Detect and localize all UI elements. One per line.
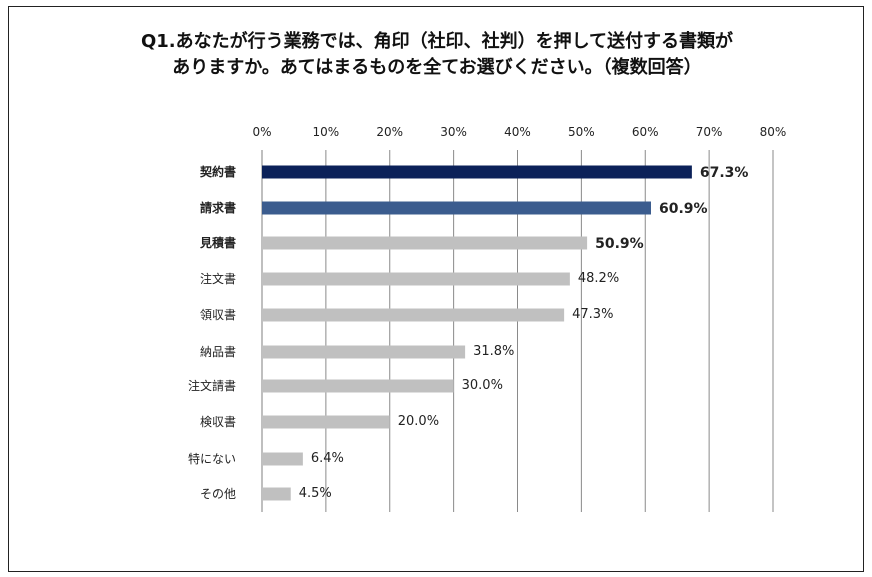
x-tick-label: 20% [376, 125, 403, 139]
value-label: 47.3% [572, 307, 613, 322]
category-label: 契約書 [199, 164, 236, 179]
value-label: 30.0% [462, 378, 503, 393]
chart-title-line-2: ありますか。あてはまるものを全てお選びください。（複数回答） [172, 57, 702, 78]
bar [262, 201, 651, 215]
x-tick-label: 10% [313, 125, 340, 139]
bar [262, 308, 565, 322]
category-label: 検収書 [200, 415, 236, 429]
bar [262, 452, 303, 466]
category-label: 見積書 [199, 235, 236, 250]
x-tick-label: 80% [760, 125, 787, 139]
category-label: 請求書 [200, 200, 236, 215]
bar [262, 272, 570, 286]
bar [262, 487, 291, 501]
x-tick-label: 30% [440, 125, 467, 139]
value-label: 6.4% [311, 451, 344, 466]
value-label: 60.9% [659, 201, 708, 217]
bar [262, 236, 588, 250]
category-label: 納品書 [200, 345, 236, 359]
bar [262, 415, 390, 429]
bar [262, 345, 466, 359]
value-label: 67.3% [700, 165, 749, 181]
value-label: 31.8% [473, 344, 514, 359]
chart-title: Q1.あなたが行う業務では、角印（社印、社判）を押して送付する書類が ありますか… [9, 29, 865, 81]
chart-title-line-1: Q1.あなたが行う業務では、角印（社印、社判）を押して送付する書類が [140, 31, 734, 52]
bar [262, 165, 692, 179]
value-label: 20.0% [398, 414, 439, 429]
bar [262, 379, 454, 393]
category-label: その他 [200, 487, 236, 501]
category-label: 注文請書 [188, 378, 236, 393]
value-label: 4.5% [299, 486, 332, 501]
x-tick-label: 60% [632, 125, 659, 139]
chart-frame: Q1.あなたが行う業務では、角印（社印、社判）を押して送付する書類が ありますか… [8, 6, 864, 572]
category-label: 領収書 [200, 307, 236, 322]
x-tick-label: 50% [568, 125, 595, 139]
x-tick-label: 40% [504, 125, 531, 139]
value-label: 48.2% [578, 271, 619, 286]
x-tick-label: 70% [696, 125, 723, 139]
value-label: 50.9% [595, 236, 644, 252]
category-label: 注文書 [200, 271, 236, 286]
x-tick-label: 0% [252, 125, 271, 139]
category-label: 特にない [188, 451, 236, 466]
